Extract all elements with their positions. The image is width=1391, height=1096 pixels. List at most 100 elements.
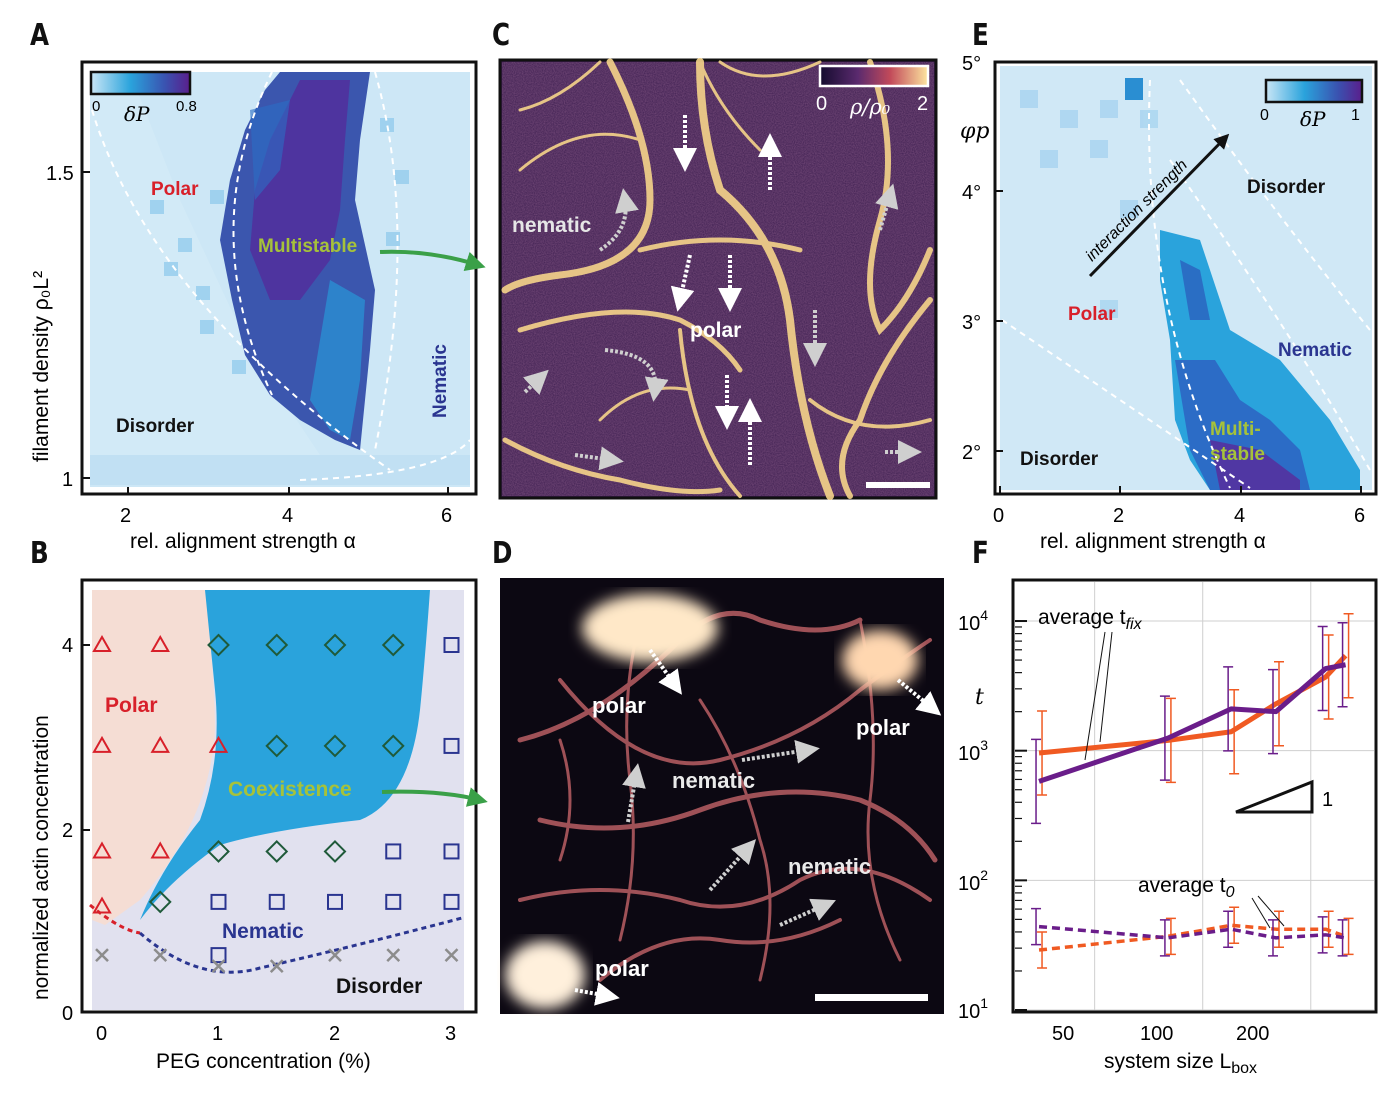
panel-e-xlabel: rel. alignment strength α bbox=[1040, 530, 1266, 553]
panel-c-colorbar-max: 2 bbox=[917, 93, 928, 115]
panel-letter-f: F bbox=[972, 536, 989, 571]
panel-f-errorbar bbox=[1159, 919, 1170, 957]
panel-f-errorbar bbox=[1343, 612, 1354, 699]
panel-b-polar-label: Polar bbox=[105, 694, 158, 717]
panel-e-polar-label: Polar bbox=[1068, 304, 1116, 325]
panel-b-ytick-2: 2 bbox=[62, 820, 73, 842]
panel-b-disorder-label: Disorder bbox=[336, 975, 422, 998]
panel-b-coexistence-label: Coexistence bbox=[228, 778, 352, 801]
panel-a-xlabel: rel. alignment strength α bbox=[130, 530, 356, 553]
panel-b-polar-region bbox=[92, 590, 215, 925]
panel-a-colorbar bbox=[89, 70, 192, 96]
panel-b-marker-polar bbox=[150, 735, 170, 753]
panel-e-ylabel: φp bbox=[960, 119, 990, 144]
panel-f-errorbar bbox=[1223, 666, 1234, 752]
panel-b-marker-coexistence bbox=[381, 734, 405, 758]
panel-letter-b: B bbox=[30, 536, 49, 571]
panel-e-ytick-2: 2° bbox=[962, 442, 981, 464]
panel-e-colorbar-min: 0 bbox=[1260, 107, 1269, 124]
panel-a-xtick-4: 4 bbox=[282, 505, 293, 527]
panel-b-marker-nematic bbox=[443, 737, 460, 754]
panel-b-marker-coexistence bbox=[323, 633, 347, 657]
panel-f-xtick-100: 100 bbox=[1140, 1023, 1173, 1045]
panel-letter-a: A bbox=[30, 18, 50, 53]
panel-f-errorbar bbox=[1323, 910, 1334, 948]
panel-c-arrows bbox=[523, 115, 922, 471]
panel-c-scalebar bbox=[866, 482, 930, 488]
panel-b-xtick-2: 2 bbox=[329, 1023, 340, 1045]
panel-c-colorbar bbox=[818, 64, 930, 88]
panel-e: 0 1 δP interaction strength Disorder Pol… bbox=[960, 53, 1378, 553]
panel-f-ytick-10-4: 104 bbox=[958, 607, 988, 635]
panel-f-errorbar bbox=[1267, 668, 1278, 755]
panel-b-marker-coexistence bbox=[323, 840, 347, 863]
panel-b-marker-polar bbox=[150, 634, 170, 652]
panel-f-yticks: 101 102 103 104 bbox=[958, 607, 988, 1023]
panel-e-xtick-6: 6 bbox=[1354, 505, 1365, 527]
panel-d-polar-label-3: polar bbox=[595, 956, 649, 981]
panel-b-marker-disorder bbox=[269, 959, 284, 974]
panel-d-bright-cluster-1 bbox=[582, 594, 718, 662]
panel-a-ytick-1: 1 bbox=[62, 469, 73, 491]
panel-d-scalebar bbox=[815, 994, 928, 1001]
panel-b-marker-nematic bbox=[385, 843, 402, 860]
panel-c-polar-label: polar bbox=[690, 319, 741, 342]
panel-f-ytick-10-3: 103 bbox=[958, 737, 988, 765]
panel-b-marker-coexistence bbox=[265, 840, 289, 863]
panel-c-filaments bbox=[501, 58, 933, 500]
panel-b-marker-disorder bbox=[95, 948, 109, 962]
panel-e-colorbar-max: 1 bbox=[1351, 107, 1360, 124]
panel-e-disorder-top-label: Disorder bbox=[1247, 177, 1326, 198]
panel-f-errorbar bbox=[1273, 661, 1284, 747]
panel-f-errorbar bbox=[1317, 625, 1328, 712]
panel-f-series-line bbox=[1038, 662, 1347, 784]
panel-f-ytick-10-2: 102 bbox=[958, 867, 988, 895]
panel-b-markers bbox=[92, 633, 460, 974]
panel-b-marker-polar bbox=[92, 896, 112, 914]
panel-d-bright-cluster-2 bbox=[842, 630, 918, 690]
panel-b-xtick-3: 3 bbox=[445, 1023, 456, 1045]
panel-f-errorbar bbox=[1273, 910, 1284, 948]
panel-f-frame bbox=[1011, 578, 1378, 1014]
panel-b-marker-disorder bbox=[211, 959, 226, 974]
panel-b-marker-coexistence bbox=[265, 734, 289, 758]
panel-b-ytick-0: 0 bbox=[62, 1003, 73, 1025]
panel-b-marker-coexistence bbox=[381, 633, 405, 657]
panel-f-errorbar bbox=[1223, 910, 1234, 948]
panel-f-xlabel: system size Lbox bbox=[1104, 1050, 1257, 1077]
panel-f-series-line bbox=[1038, 924, 1346, 940]
panel-b-marker-nematic bbox=[327, 893, 343, 910]
panel-a-colorbar-max: 0.8 bbox=[176, 98, 197, 115]
panel-b-marker-coexistence bbox=[207, 633, 230, 657]
panel-b-to-d-arrow bbox=[381, 787, 488, 807]
panel-f-errorbar bbox=[1337, 919, 1348, 957]
panel-f-ylabel: t bbox=[975, 685, 984, 710]
panel-a-nematic-label: Nematic bbox=[430, 344, 451, 418]
panel-a-to-c-arrow bbox=[379, 249, 486, 271]
panel-letter-c: C bbox=[492, 18, 511, 53]
panel-f-xtick-50: 50 bbox=[1052, 1023, 1074, 1045]
panel-a-xtick-6: 6 bbox=[441, 505, 452, 527]
panel-a-colorbar-label: δP bbox=[124, 102, 150, 126]
panel-e-multistable-label-2: stable bbox=[1210, 444, 1265, 465]
panel-f-errorbar bbox=[1343, 917, 1354, 956]
panel-f-errorbar bbox=[1031, 738, 1042, 825]
panel-b-marker-nematic bbox=[443, 843, 460, 860]
panel-e-interaction-arrow bbox=[1088, 133, 1230, 278]
panel-f-errorbar bbox=[1317, 916, 1328, 954]
panel-a-colorbar-min: 0 bbox=[92, 98, 100, 115]
panel-a-ytick-1.5: 1.5 bbox=[46, 163, 74, 185]
panel-b-ytick-4: 4 bbox=[62, 635, 73, 657]
panel-d-arrows bbox=[574, 648, 942, 1006]
panel-b-xlabel: PEG concentration (%) bbox=[156, 1050, 371, 1073]
panel-b-marker-coexistence bbox=[265, 633, 289, 657]
panel-e-multistable-label-1: Multi- bbox=[1210, 419, 1261, 440]
panel-f-xtick-200: 200 bbox=[1236, 1023, 1269, 1045]
panel-a-multistable-label: Multistable bbox=[258, 236, 357, 257]
panel-b-marker-nematic bbox=[268, 893, 285, 910]
panel-b-xtick-1: 1 bbox=[212, 1023, 223, 1045]
panel-d-bright-cluster-3 bbox=[505, 941, 585, 1009]
panel-b-marker-polar bbox=[208, 735, 229, 753]
panel-e-xtick-2: 2 bbox=[1113, 505, 1124, 527]
